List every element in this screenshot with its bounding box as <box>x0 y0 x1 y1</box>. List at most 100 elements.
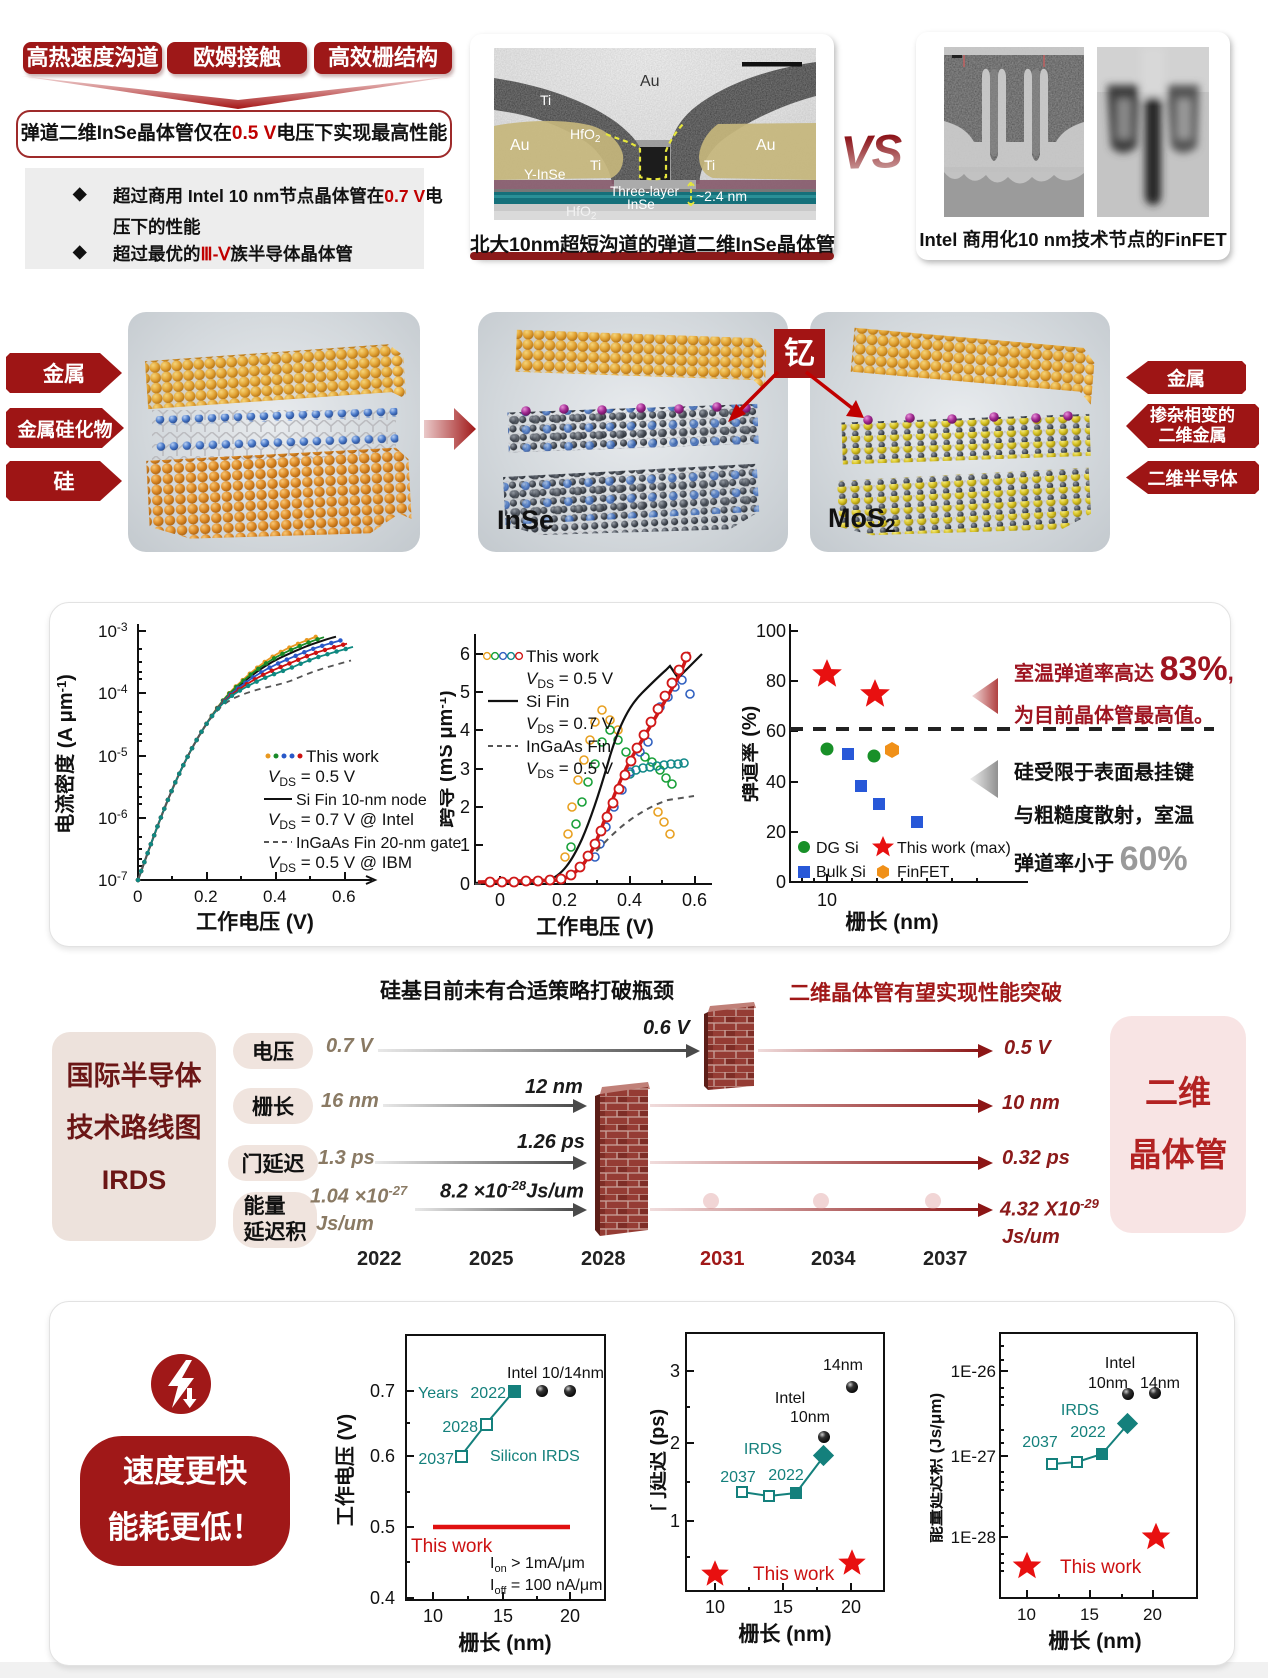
svg-text:栅长 (nm): 栅长 (nm) <box>845 910 938 934</box>
svg-text:2028: 2028 <box>442 1419 478 1436</box>
svg-text:Ti: Ti <box>540 92 551 108</box>
svg-text:弹道率 (%): 弹道率 (%) <box>742 706 761 803</box>
svg-text:工作电压 (V): 工作电压 (V) <box>196 910 314 934</box>
svg-text:15: 15 <box>773 1597 793 1617</box>
svg-text:HfO2: HfO2 <box>570 126 601 145</box>
svg-text:0: 0 <box>460 874 470 894</box>
svg-text:10-4: 10-4 <box>98 682 128 703</box>
svg-text:Ion > 1mA/μm: Ion > 1mA/μm <box>490 1555 585 1575</box>
svg-text:Intel: Intel <box>1105 1355 1135 1372</box>
svg-text:0.2: 0.2 <box>552 890 577 910</box>
svg-text:2037: 2037 <box>418 1451 454 1468</box>
svg-text:Intel 10/14nm: Intel 10/14nm <box>507 1365 604 1382</box>
svg-text:10: 10 <box>817 890 837 910</box>
svg-text:14nm: 14nm <box>1140 1375 1180 1392</box>
svg-text:1: 1 <box>460 835 470 855</box>
svg-text:VDS = 0.7 V: VDS = 0.7 V <box>526 714 614 736</box>
svg-text:Intel: Intel <box>775 1390 805 1407</box>
svg-text:This work: This work <box>753 1564 835 1585</box>
svg-text:20: 20 <box>766 822 786 842</box>
svg-text:0.4: 0.4 <box>263 887 287 906</box>
svg-text:InGaAs Fin: InGaAs Fin <box>526 737 611 756</box>
svg-text:InGaAs Fin 20-nm gate: InGaAs Fin 20-nm gate <box>296 835 462 852</box>
svg-text:能量延迟积 (Js/μm): 能量延迟积 (Js/μm) <box>930 1393 945 1543</box>
svg-text:3: 3 <box>670 1361 680 1381</box>
svg-text:5: 5 <box>460 682 470 702</box>
svg-text:2022: 2022 <box>470 1385 506 1402</box>
svg-text:Years: Years <box>418 1385 458 1402</box>
svg-text:This work: This work <box>411 1536 493 1557</box>
svg-text:VDS = 0.5 V: VDS = 0.5 V <box>526 759 614 781</box>
svg-text:Three-layer: Three-layer <box>610 184 680 199</box>
svg-text:2037: 2037 <box>1022 1434 1058 1451</box>
svg-text:栅长 (nm): 栅长 (nm) <box>738 1622 831 1646</box>
svg-text:0.4: 0.4 <box>370 1588 395 1608</box>
svg-text:电流密度 (A μm-1): 电流密度 (A μm-1) <box>53 674 77 834</box>
svg-text:VDS = 0.5 V: VDS = 0.5 V <box>526 669 614 691</box>
svg-text:Silicon IRDS: Silicon IRDS <box>490 1448 580 1465</box>
svg-text:10: 10 <box>705 1597 725 1617</box>
svg-text:100: 100 <box>756 621 786 641</box>
svg-text:15: 15 <box>493 1606 513 1626</box>
svg-text:0.6: 0.6 <box>332 887 356 906</box>
svg-text:Ti: Ti <box>590 157 601 173</box>
svg-text:Au: Au <box>640 73 660 90</box>
svg-text:0.2: 0.2 <box>194 887 218 906</box>
svg-text:15: 15 <box>1080 1605 1099 1624</box>
svg-text:IRDS: IRDS <box>744 1441 782 1458</box>
svg-text:20: 20 <box>1143 1605 1162 1624</box>
svg-text:0: 0 <box>133 887 142 906</box>
svg-text:4: 4 <box>460 720 470 740</box>
svg-text:10nm: 10nm <box>790 1409 830 1426</box>
svg-text:Si Fin 10-nm node: Si Fin 10-nm node <box>296 792 427 809</box>
svg-text:门延迟 (ps): 门延迟 (ps) <box>650 1409 669 1511</box>
svg-text:2022: 2022 <box>1070 1424 1106 1441</box>
svg-text:1: 1 <box>670 1511 680 1531</box>
svg-text:~2.4 nm: ~2.4 nm <box>696 188 747 204</box>
svg-text:FinFET: FinFET <box>897 864 950 881</box>
svg-text:14nm: 14nm <box>823 1357 863 1374</box>
svg-text:0.6: 0.6 <box>682 890 707 910</box>
svg-text:Bulk Si: Bulk Si <box>816 864 866 881</box>
svg-text:0: 0 <box>495 890 505 910</box>
svg-text:20: 20 <box>841 1597 861 1617</box>
svg-text:0.5: 0.5 <box>370 1517 395 1537</box>
svg-text:IRDS: IRDS <box>1061 1402 1099 1419</box>
svg-text:6: 6 <box>460 644 470 664</box>
svg-text:Au: Au <box>756 137 776 154</box>
svg-text:10-7: 10-7 <box>98 869 128 890</box>
svg-text:10: 10 <box>1017 1605 1036 1624</box>
svg-text:10-5: 10-5 <box>98 745 128 766</box>
svg-text:80: 80 <box>766 671 786 691</box>
svg-text:HfO2: HfO2 <box>566 203 597 220</box>
svg-text:VDS = 0.7 V @ Intel: VDS = 0.7 V @ Intel <box>268 810 414 832</box>
svg-text:20: 20 <box>560 1606 580 1626</box>
svg-text:Ti: Ti <box>704 157 715 173</box>
svg-text:60: 60 <box>766 721 786 741</box>
svg-text:2: 2 <box>460 797 470 817</box>
svg-text:2: 2 <box>670 1433 680 1453</box>
svg-text:Ioff = 100 nA/μm: Ioff = 100 nA/μm <box>490 1577 602 1597</box>
svg-text:栅长 (nm): 栅长 (nm) <box>458 1631 551 1655</box>
svg-text:1E-27: 1E-27 <box>951 1447 996 1466</box>
svg-text:0: 0 <box>776 872 786 892</box>
svg-text:2037: 2037 <box>720 1469 756 1486</box>
svg-text:0.7: 0.7 <box>370 1381 395 1401</box>
svg-text:1E-28: 1E-28 <box>951 1528 996 1547</box>
svg-text:This work: This work <box>1060 1557 1142 1578</box>
svg-text:This work: This work <box>306 747 379 766</box>
svg-text:工作电压 (V): 工作电压 (V) <box>333 1414 357 1526</box>
svg-text:0.4: 0.4 <box>617 890 642 910</box>
svg-text:DG Si: DG Si <box>816 840 859 857</box>
svg-text:3: 3 <box>460 759 470 779</box>
svg-text:2022: 2022 <box>768 1467 804 1484</box>
svg-text:10nm: 10nm <box>1088 1375 1128 1392</box>
svg-text:VDS = 0.5 V @ IBM: VDS = 0.5 V @ IBM <box>268 853 412 875</box>
svg-text:InSe: InSe <box>627 197 655 212</box>
svg-text:10-6: 10-6 <box>98 807 128 828</box>
svg-text:VDS = 0.5 V: VDS = 0.5 V <box>268 767 356 789</box>
svg-text:Si Fin: Si Fin <box>526 692 569 711</box>
svg-text:40: 40 <box>766 772 786 792</box>
svg-text:0.6: 0.6 <box>370 1446 395 1466</box>
svg-text:10-3: 10-3 <box>98 620 128 641</box>
